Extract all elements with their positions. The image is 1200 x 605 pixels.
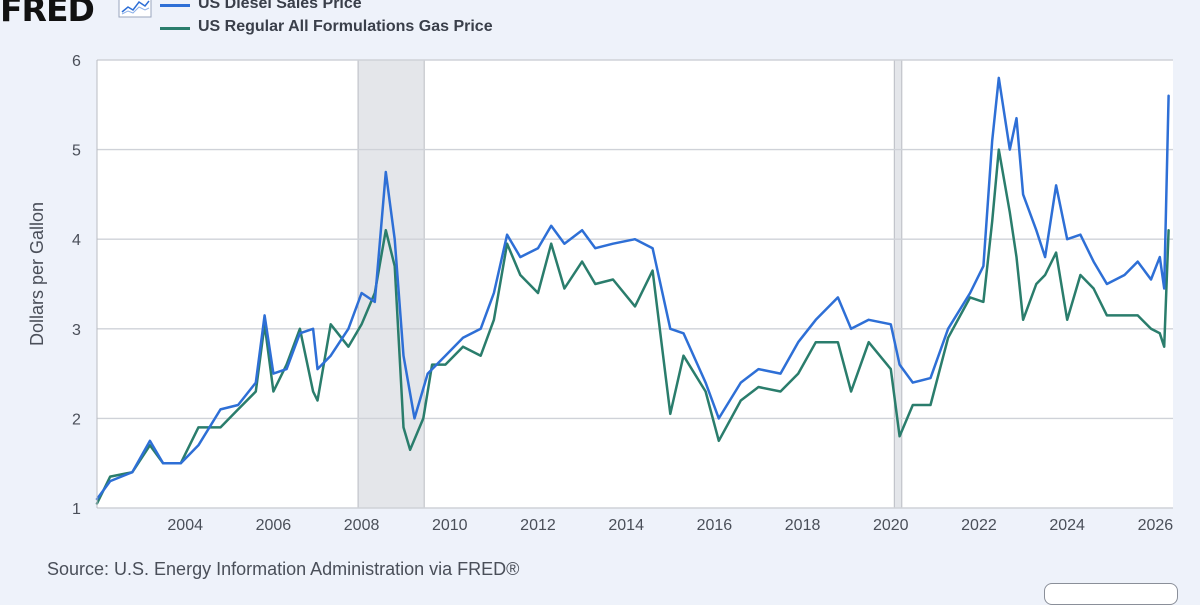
x-tick-label: 2020 <box>873 517 909 534</box>
legend-label-diesel: US Diesel Sales Price <box>198 0 362 12</box>
axes: 1 2 3 4 5 6 2004 2006 2008 2010 2012 2014 2016 2018 20… <box>72 53 1173 534</box>
y-tick-label: 3 <box>72 322 81 339</box>
line-graph-icon <box>118 0 152 18</box>
y-tick-label: 4 <box>72 232 81 249</box>
recession-shading <box>357 59 903 509</box>
legend-label-gas: US Regular All Formulations Gas Price <box>198 18 493 35</box>
x-tick-label: 2014 <box>608 517 644 534</box>
legend-swatch-diesel <box>160 4 190 7</box>
x-tick-label: 2024 <box>1049 517 1085 534</box>
series-lines <box>95 76 1170 505</box>
plot-background <box>97 60 1173 508</box>
y-tick-label: 1 <box>72 501 81 518</box>
y-tick-label: 2 <box>72 411 81 428</box>
y-axis-label: Dollars per Gallon <box>27 202 47 346</box>
recession-band-2 <box>893 59 903 509</box>
edit-graph-button[interactable] <box>1044 583 1178 605</box>
x-tick-label: 2006 <box>256 517 292 534</box>
source-note: Source: U.S. Energy Information Administ… <box>47 559 520 579</box>
fred-logo: FRED <box>0 0 95 29</box>
x-tick-label: 2026 <box>1138 517 1174 534</box>
x-tick-label: 2012 <box>520 517 556 534</box>
chart-canvas: 1 2 3 4 5 6 2004 2006 2008 2010 2012 2014 2016 2018 20… <box>27 53 1173 534</box>
series-line-diesel <box>95 76 1170 501</box>
x-tick-label: 2008 <box>344 517 380 534</box>
recession-band-1 <box>357 59 425 509</box>
x-tick-label: 2010 <box>432 517 468 534</box>
y-tick-label: 6 <box>72 53 81 70</box>
y-tick-label: 5 <box>72 143 81 160</box>
x-tick-label: 2004 <box>167 517 203 534</box>
series-line-gas <box>95 148 1170 505</box>
legend-swatch-gas <box>160 27 190 30</box>
x-tick-label: 2022 <box>961 517 997 534</box>
x-tick-label: 2016 <box>697 517 733 534</box>
x-tick-label: 2018 <box>785 517 821 534</box>
